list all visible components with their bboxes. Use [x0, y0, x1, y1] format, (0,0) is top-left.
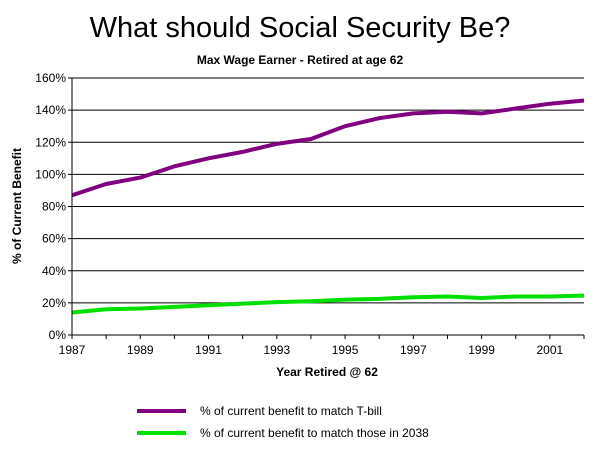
y-tick-label: 100%	[35, 167, 66, 181]
legend: % of current benefit to match T-bill % of…	[137, 404, 429, 440]
y-tick-label: 120%	[35, 135, 66, 149]
y-tick-label: 60%	[42, 232, 66, 246]
x-tick-label: 1993	[263, 343, 290, 357]
legend-label-2: % of current benefit to match those in 2…	[200, 426, 429, 440]
x-axis-label: Year Retired @ 62	[276, 365, 378, 379]
chart-title: What should Social Security Be?	[90, 12, 511, 44]
x-tick-label: 2001	[537, 343, 564, 357]
series-line-2	[71, 293, 585, 315]
series-lines	[71, 98, 585, 315]
legend-label-1: % of current benefit to match T-bill	[200, 404, 382, 418]
y-tick-label: 0%	[49, 328, 67, 342]
series-line-1	[71, 98, 585, 198]
x-tick-label: 1999	[468, 343, 495, 357]
y-axis-ticks: 0% 20% 40% 60% 80% 100% 120% 140% 160%	[35, 71, 72, 342]
y-tick-label: 80%	[42, 200, 66, 214]
x-tick-label: 1997	[400, 343, 427, 357]
chart-subtitle: Max Wage Earner - Retired at age 62	[197, 53, 404, 67]
x-tick-label: 1989	[127, 343, 154, 357]
x-tick-label: 1987	[59, 343, 86, 357]
x-tick-label: 1991	[195, 343, 222, 357]
y-tick-label: 140%	[35, 103, 66, 117]
y-tick-label: 40%	[42, 264, 66, 278]
y-axis-label: % of Current Benefit	[10, 148, 24, 264]
x-axis-ticks: 1987 1989 1991 1993 1995 1997 1999 2001	[59, 335, 585, 357]
x-tick-label: 1995	[332, 343, 359, 357]
y-tick-label: 20%	[42, 296, 66, 310]
y-tick-label: 160%	[35, 71, 66, 85]
grid-lines	[72, 77, 584, 304]
